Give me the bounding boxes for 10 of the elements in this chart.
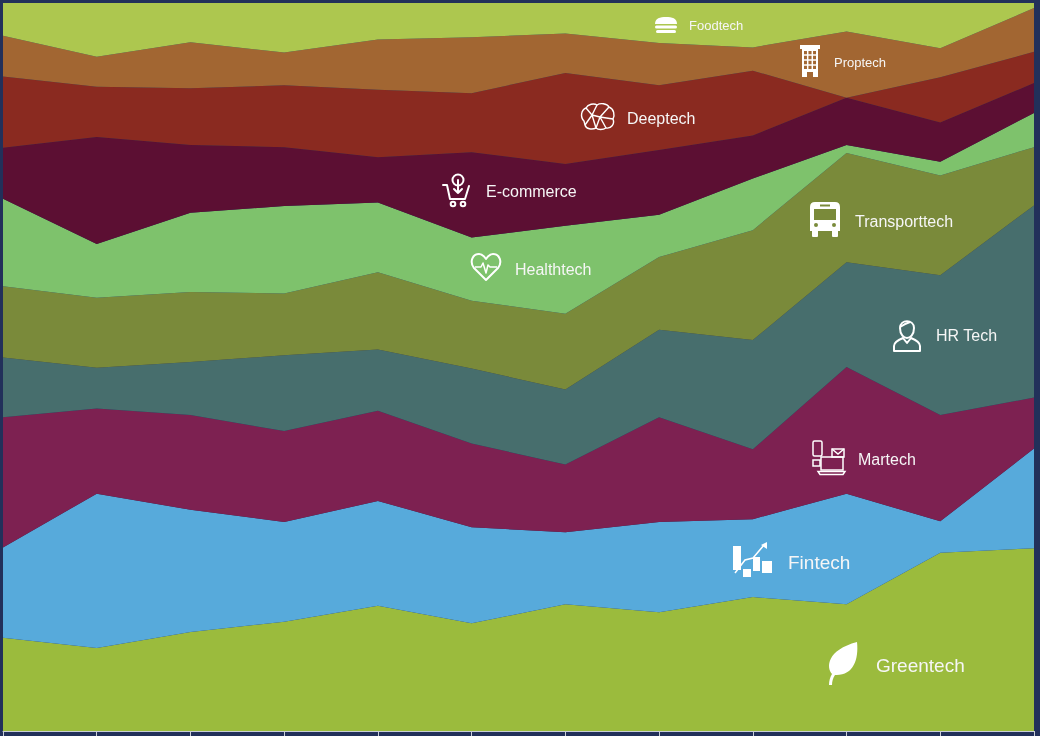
- series-label: Proptech: [834, 54, 887, 70]
- series-label: Transporttech: [855, 212, 954, 230]
- series-label: Healthtech: [515, 260, 592, 278]
- series-label: Martech: [858, 450, 916, 468]
- series-label: Deeptech: [627, 109, 696, 127]
- series-label: E-commerce: [486, 182, 577, 200]
- series-label: Foodtech: [689, 17, 744, 33]
- series-label: Greentech: [876, 654, 965, 676]
- series-label: Fintech: [788, 551, 851, 573]
- series-label: HR Tech: [936, 326, 998, 344]
